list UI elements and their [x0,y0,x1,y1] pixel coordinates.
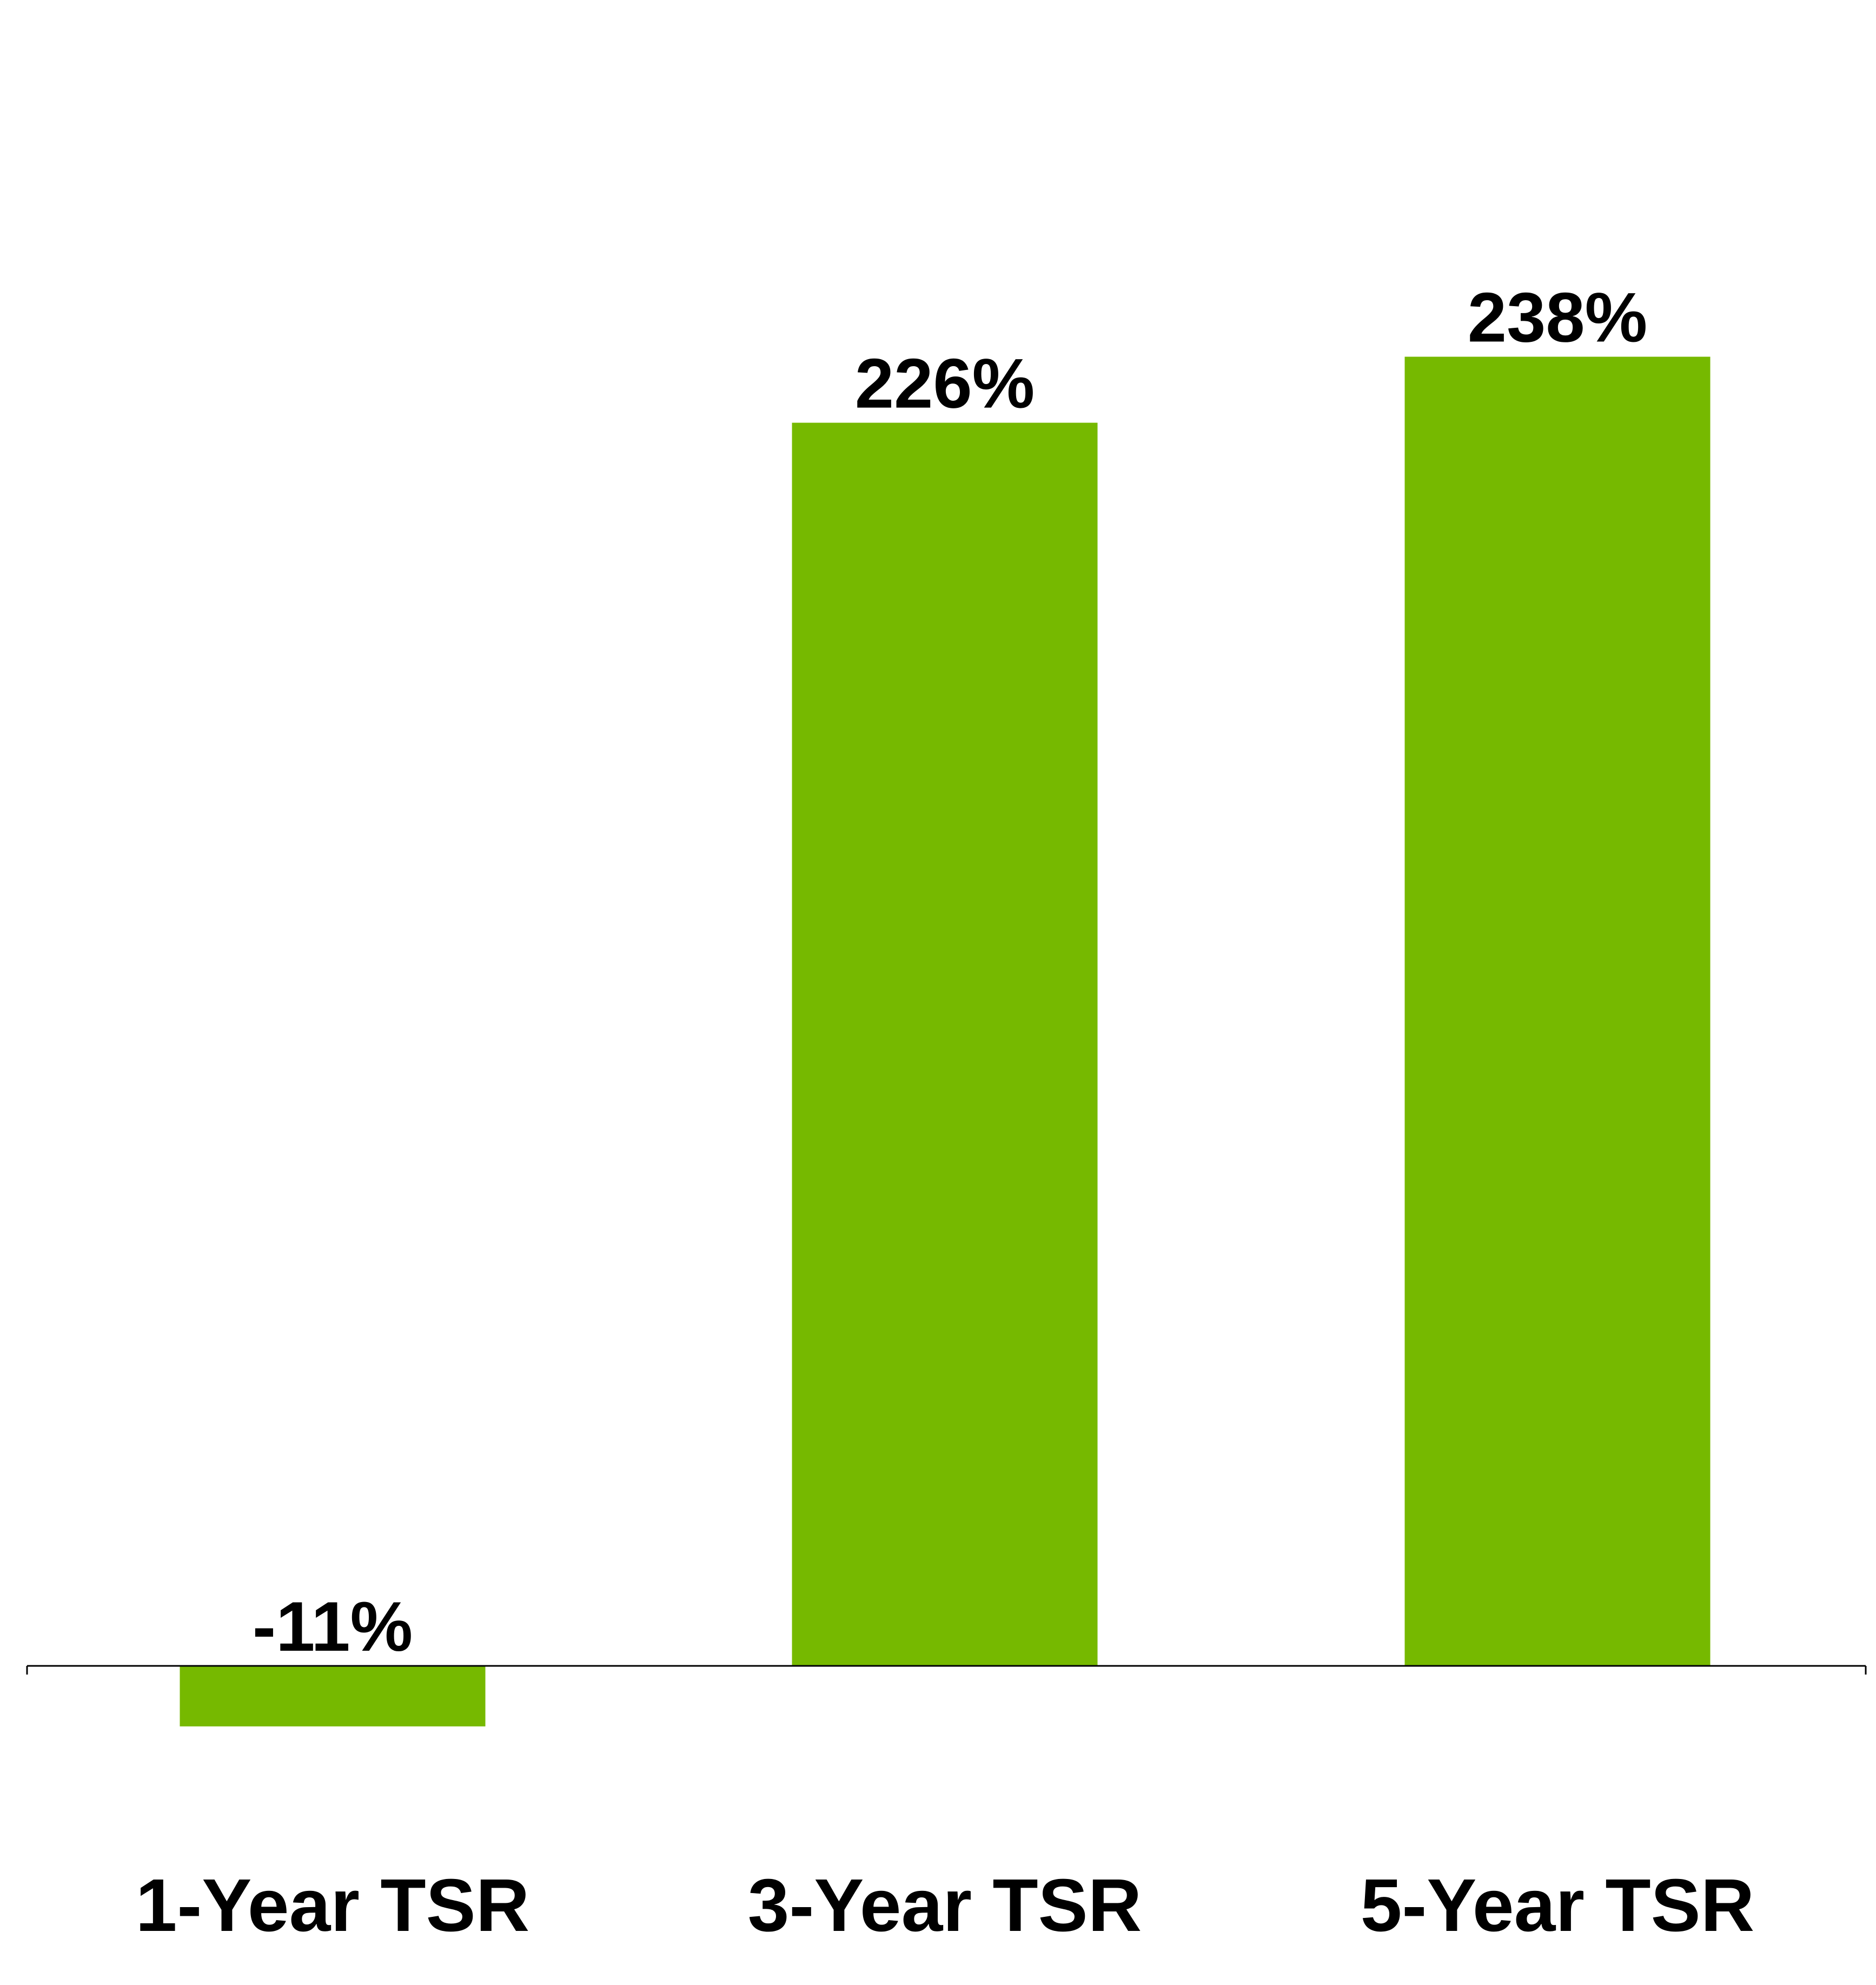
bar-3 [1404,356,1711,1666]
x-axis [26,1665,1867,1675]
data-label-3: 238% [1468,278,1648,357]
category-label-1: 1-Year TSR [136,1864,530,1947]
bars-group [180,356,1711,1726]
bar-1 [180,1666,486,1726]
value-labels-group: -11% 226% 238% [253,278,1647,1666]
data-label-1: -11% [253,1587,413,1666]
category-labels-group: 1-Year TSR 3-Year TSR 5-Year TSR [136,1864,1755,1947]
bar-2 [792,422,1098,1666]
category-label-2: 3-Year TSR [748,1864,1142,1947]
data-label-2: 226% [855,344,1035,423]
category-label-3: 5-Year TSR [1361,1864,1755,1947]
